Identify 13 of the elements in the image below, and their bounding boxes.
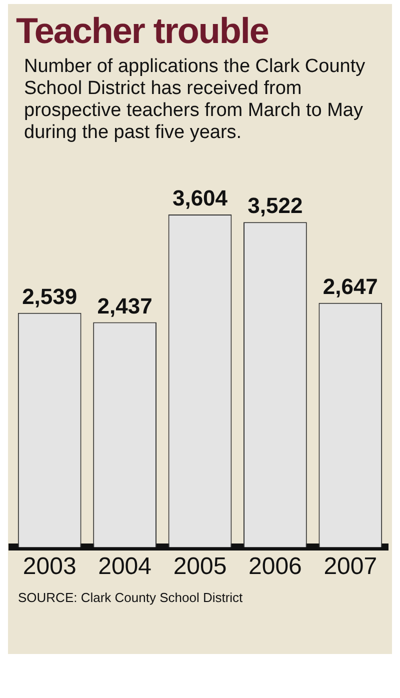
data-label: 3,522: [248, 193, 303, 218]
data-label: 2,647: [322, 274, 378, 299]
data-label: 2,539: [22, 284, 78, 309]
x-tick-label: 2007: [324, 553, 378, 580]
x-tick-label: 2006: [248, 553, 302, 580]
data-label: 3,604: [172, 186, 228, 211]
chart-title: Teacher trouble: [15, 9, 270, 52]
chart-subtitle: Number of applications the Clark County School District has received from prospective teachers from March to May during the past five years.: [23, 55, 366, 144]
data-label: 2,437: [97, 293, 152, 318]
source-note: SOURCE: Clark County School District: [17, 589, 244, 607]
x-tick-label: 2005: [173, 553, 227, 580]
x-tick-label: 2003: [22, 553, 76, 580]
x-tick-label: 2004: [98, 553, 152, 580]
